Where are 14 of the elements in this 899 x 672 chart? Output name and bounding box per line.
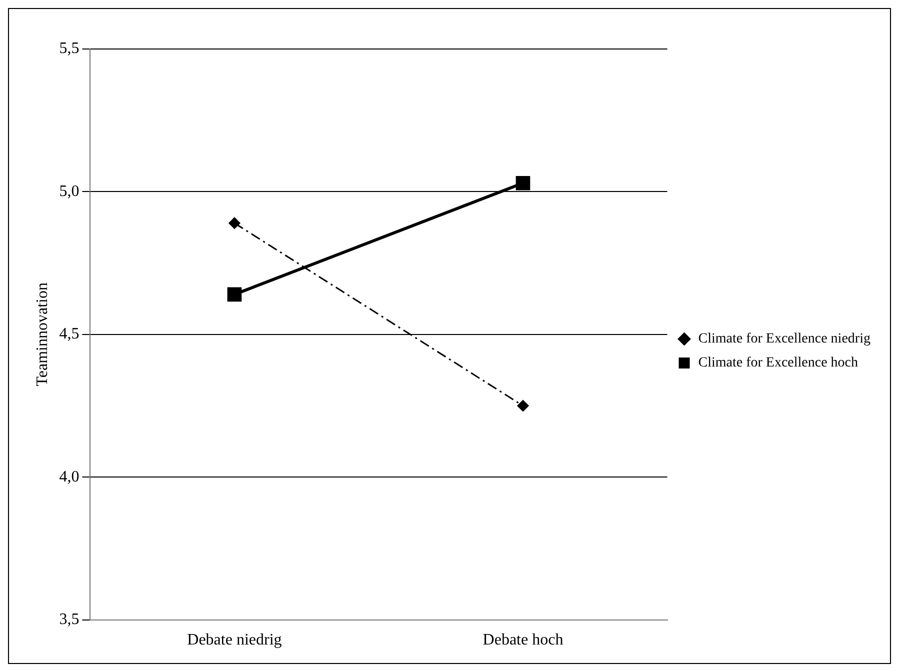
y-tick-label: 5,5 bbox=[59, 40, 80, 58]
y-axis-title: Teaminnovation bbox=[34, 282, 51, 386]
y-tick-label: 3,5 bbox=[59, 611, 80, 628]
legend-label: Climate for Excellence niedrig bbox=[698, 332, 870, 347]
y-tick-label: 5,0 bbox=[59, 182, 80, 200]
y-tick-label: 4,5 bbox=[59, 326, 80, 343]
y-tick-label: 4,0 bbox=[59, 468, 80, 486]
point bbox=[228, 217, 240, 229]
point bbox=[227, 287, 242, 302]
point bbox=[516, 176, 530, 190]
point bbox=[517, 400, 529, 412]
legend-label: Climate for Excellence hoch bbox=[698, 356, 858, 371]
x-tick-label: Debate niedrig bbox=[187, 632, 282, 649]
x-tick-label: Debate hoch bbox=[482, 632, 564, 649]
